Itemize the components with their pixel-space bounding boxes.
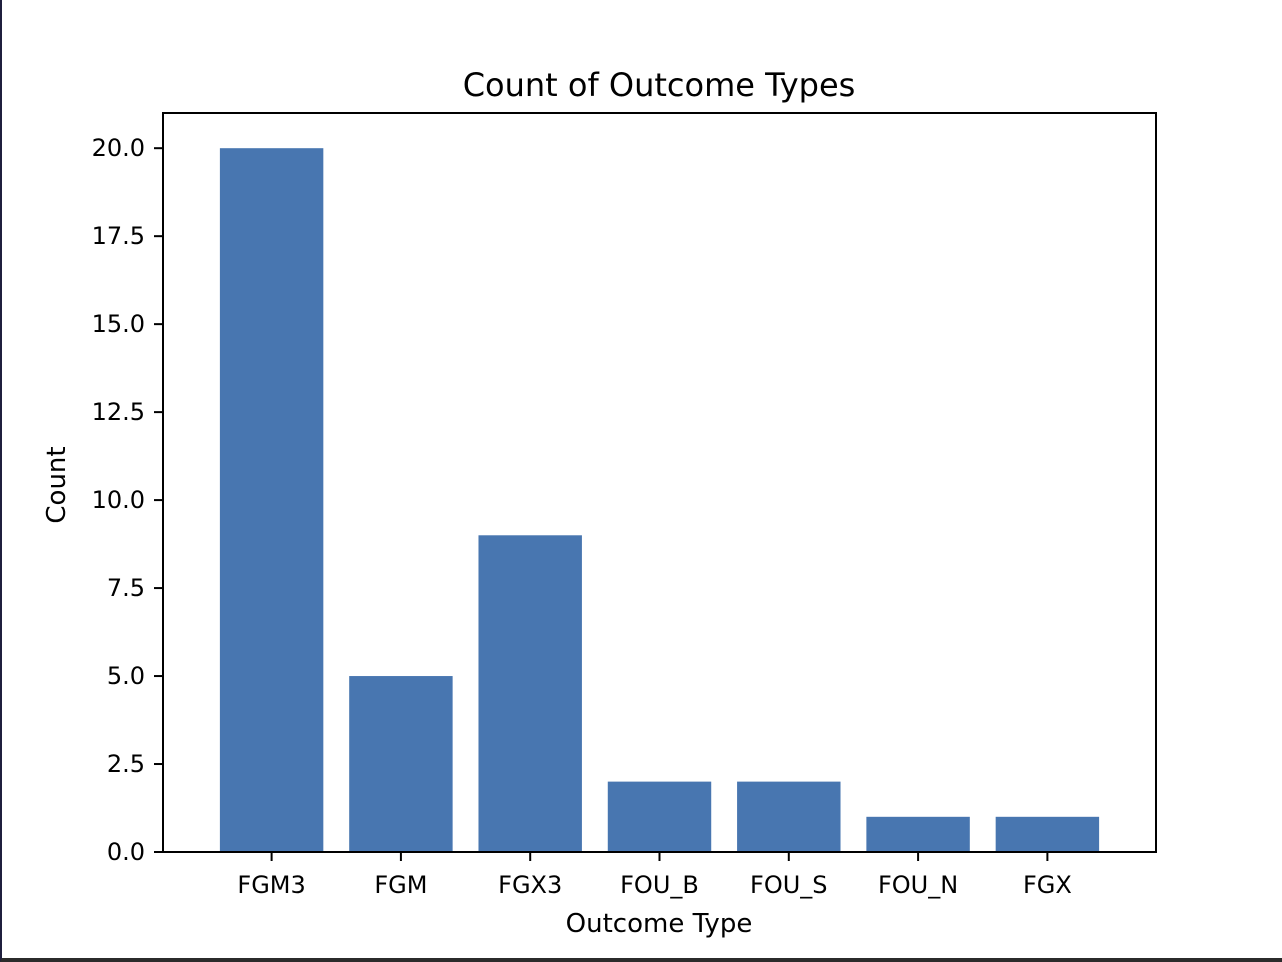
x-tick-label: FGM	[374, 871, 427, 899]
y-tick-label: 0.0	[107, 838, 145, 866]
x-axis-ticks: FGM3 FGM FGX3 FOU_B FOU_S FOU_N FGX	[237, 852, 1072, 899]
y-tick-label: 2.5	[107, 750, 145, 778]
bars-group	[219, 148, 1100, 852]
x-tick-label: FGX	[1023, 871, 1072, 899]
x-tick-label: FGM3	[237, 871, 305, 899]
y-axis-label: Count	[42, 446, 72, 523]
bar-fgm3	[219, 148, 324, 852]
bar-fgx	[995, 816, 1100, 852]
bar-fgx3	[478, 535, 582, 852]
y-tick-label: 12.5	[92, 398, 145, 426]
bar-fou-n	[866, 816, 970, 852]
y-tick-label: 10.0	[92, 486, 145, 514]
y-tick-label: 20.0	[92, 134, 145, 162]
y-tick-label: 17.5	[92, 222, 145, 250]
y-tick-label: 7.5	[107, 574, 145, 602]
plot-area-frame	[162, 112, 1157, 853]
bar-fou-b	[607, 781, 712, 852]
y-tick-label: 15.0	[92, 310, 145, 338]
y-axis-ticks: 0.0 2.5 5.0 7.5 10.0 12.5 15.0 17.5 20.0	[92, 134, 163, 866]
y-tick-label: 5.0	[107, 662, 145, 690]
bar-fgm	[349, 676, 453, 852]
x-tick-label: FOU_B	[620, 871, 699, 899]
x-tick-label: FOU_N	[878, 871, 958, 899]
x-tick-label: FOU_S	[750, 871, 828, 899]
bar-fou-s	[737, 781, 841, 852]
x-axis-label: Outcome Type	[566, 909, 753, 939]
chart-title: Count of Outcome Types	[463, 66, 856, 104]
x-tick-label: FGX3	[498, 871, 562, 899]
